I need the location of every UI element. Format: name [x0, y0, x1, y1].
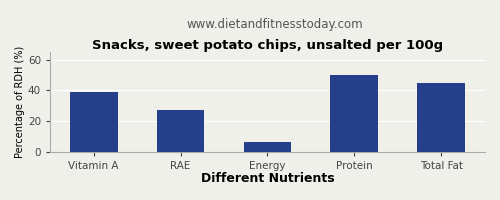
Bar: [330, 75, 378, 152]
Title: Snacks, sweet potato chips, unsalted per 100g: Snacks, sweet potato chips, unsalted per…: [92, 39, 443, 52]
Bar: [70, 92, 117, 152]
X-axis label: Different Nutrients: Different Nutrients: [200, 172, 334, 185]
Text: www.dietandfitnesstoday.com: www.dietandfitnesstoday.com: [186, 18, 364, 31]
Bar: [244, 142, 292, 152]
Bar: [156, 110, 204, 152]
Y-axis label: Percentage of RDH (%): Percentage of RDH (%): [15, 46, 25, 158]
Bar: [418, 83, 465, 152]
